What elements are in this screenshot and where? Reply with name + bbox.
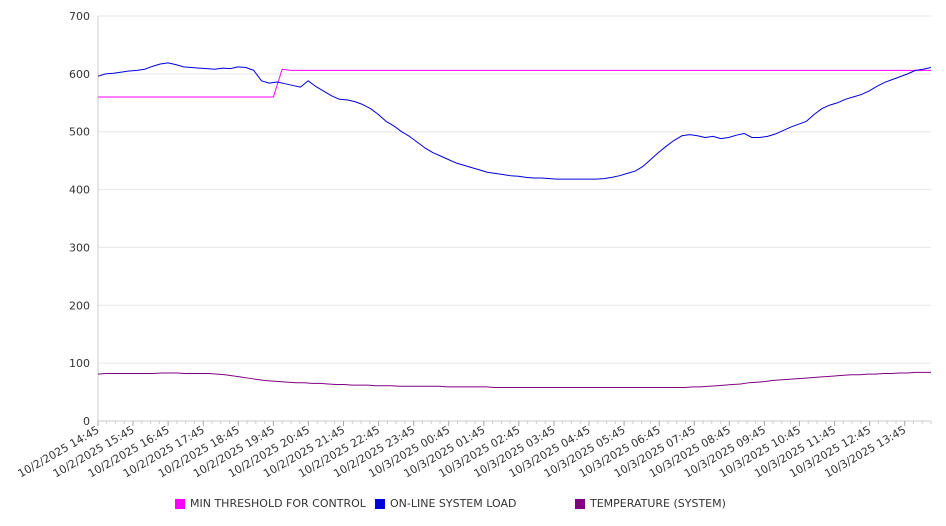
y-tick-label: 100 bbox=[69, 357, 90, 370]
y-tick-label: 600 bbox=[69, 68, 90, 81]
series-lines bbox=[97, 62, 932, 388]
legend-label-temperature: TEMPERATURE (SYSTEM) bbox=[590, 497, 726, 510]
series-line-temperature-system[interactable] bbox=[97, 371, 931, 388]
legend-swatch-system-load bbox=[375, 498, 385, 509]
grid-lines bbox=[98, 15, 931, 422]
axes bbox=[97, 16, 931, 422]
legend-item-temperature[interactable]: TEMPERATURE (SYSTEM) bbox=[575, 497, 726, 510]
legend-item-min-threshold[interactable]: MIN THRESHOLD FOR CONTROL bbox=[175, 497, 366, 510]
y-tick-label: 300 bbox=[69, 241, 90, 254]
chart-legend: MIN THRESHOLD FOR CONTROL ON-LINE SYSTEM… bbox=[0, 497, 946, 517]
legend-swatch-min-threshold bbox=[175, 498, 185, 509]
legend-label-system-load: ON-LINE SYSTEM LOAD bbox=[390, 497, 517, 510]
series-line-min-threshold-for-control[interactable] bbox=[98, 68, 931, 98]
y-tick-label: 700 bbox=[69, 10, 90, 23]
series-line-on-line-system-load[interactable] bbox=[97, 62, 932, 180]
y-tick-label: 400 bbox=[69, 184, 90, 197]
y-axis-ticks: 0 100 200 300 400 500 600 700 bbox=[69, 10, 90, 428]
y-tick-label: 500 bbox=[69, 126, 90, 139]
legend-item-system-load[interactable]: ON-LINE SYSTEM LOAD bbox=[375, 497, 516, 510]
y-tick-label: 0 bbox=[83, 415, 90, 428]
legend-label-min-threshold: MIN THRESHOLD FOR CONTROL bbox=[190, 497, 366, 510]
y-tick-label: 200 bbox=[69, 299, 90, 312]
legend-swatch-temperature bbox=[575, 498, 585, 509]
